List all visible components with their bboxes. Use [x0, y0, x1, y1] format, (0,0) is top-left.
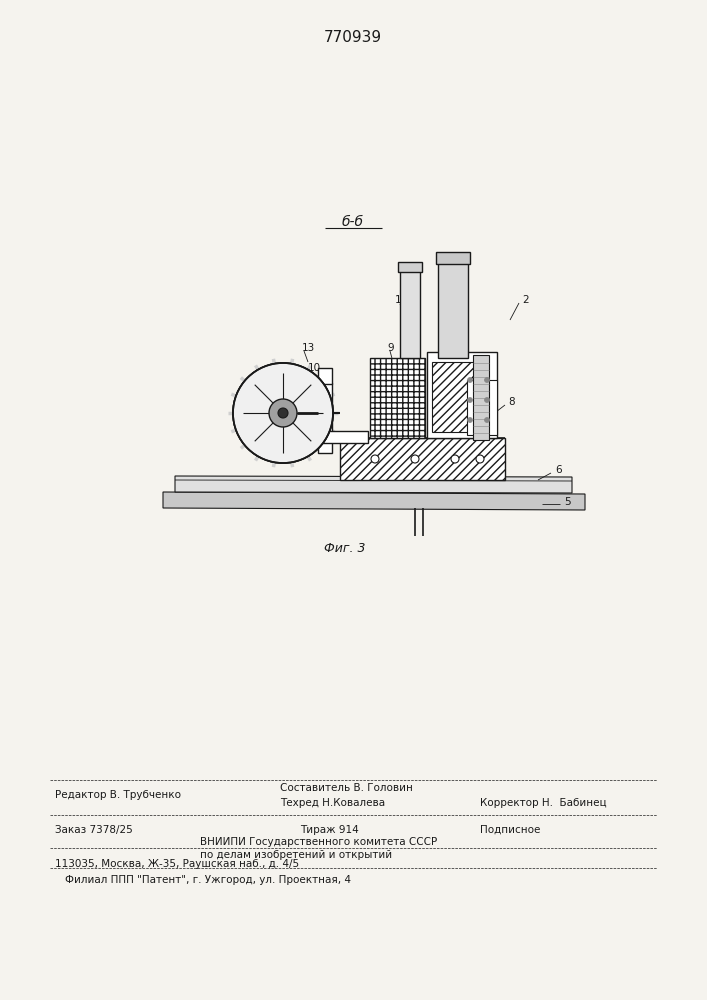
Circle shape — [467, 418, 472, 422]
Text: по делам изобретений и открытий: по делам изобретений и открытий — [200, 850, 392, 860]
Text: Техред Н.Ковалева: Техред Н.Ковалева — [280, 798, 385, 808]
Bar — [473, 355, 489, 440]
Bar — [370, 358, 425, 438]
Text: Филиал ППП "Патент", г. Ужгород, ул. Проектная, 4: Филиал ППП "Патент", г. Ужгород, ул. Про… — [65, 875, 351, 885]
Text: 12: 12 — [242, 403, 255, 413]
Bar — [436, 252, 470, 264]
Circle shape — [467, 377, 472, 382]
Text: 11: 11 — [248, 425, 262, 435]
Circle shape — [371, 455, 379, 463]
Text: 8: 8 — [508, 397, 515, 407]
Text: Тираж 914: Тираж 914 — [300, 825, 358, 835]
Bar — [340, 438, 505, 480]
Circle shape — [411, 455, 419, 463]
Text: Фиг. 3: Фиг. 3 — [325, 542, 366, 554]
Text: ВНИИПИ Государственного комитета СССР: ВНИИПИ Государственного комитета СССР — [200, 837, 437, 847]
Text: 10: 10 — [308, 363, 321, 373]
Bar — [432, 362, 474, 432]
Text: 6: 6 — [555, 465, 561, 475]
Polygon shape — [163, 492, 585, 510]
Bar — [318, 383, 332, 453]
Bar — [438, 262, 468, 358]
Circle shape — [278, 408, 288, 418]
Text: 113035, Москва, Ж-35, Раушская наб., д. 4/5: 113035, Москва, Ж-35, Раушская наб., д. … — [55, 859, 299, 869]
Circle shape — [484, 418, 489, 422]
Text: 770939: 770939 — [324, 30, 382, 45]
Bar — [318, 431, 368, 443]
Bar — [467, 380, 497, 435]
Circle shape — [233, 363, 333, 463]
Text: 14: 14 — [246, 380, 259, 390]
Text: б-б: б-б — [342, 215, 364, 229]
Circle shape — [233, 363, 333, 463]
Bar — [427, 352, 497, 438]
Circle shape — [476, 455, 484, 463]
Text: 13: 13 — [302, 343, 315, 353]
Text: Заказ 7378/25: Заказ 7378/25 — [55, 825, 133, 835]
Bar — [318, 368, 332, 384]
Text: 5: 5 — [564, 497, 571, 507]
Polygon shape — [175, 476, 572, 493]
Circle shape — [484, 377, 489, 382]
Circle shape — [484, 397, 489, 402]
Circle shape — [269, 399, 297, 427]
Text: Редактор В. Трубченко: Редактор В. Трубченко — [55, 790, 181, 800]
Bar — [398, 262, 422, 272]
Text: Составитель В. Головин: Составитель В. Головин — [280, 783, 413, 793]
Text: 9: 9 — [387, 343, 394, 353]
Text: 2: 2 — [522, 295, 529, 305]
Bar — [400, 270, 420, 358]
Text: 15: 15 — [395, 295, 408, 305]
Circle shape — [451, 455, 459, 463]
Text: Корректор Н.  Бабинец: Корректор Н. Бабинец — [480, 798, 607, 808]
Text: Подписное: Подписное — [480, 825, 540, 835]
Circle shape — [467, 397, 472, 402]
